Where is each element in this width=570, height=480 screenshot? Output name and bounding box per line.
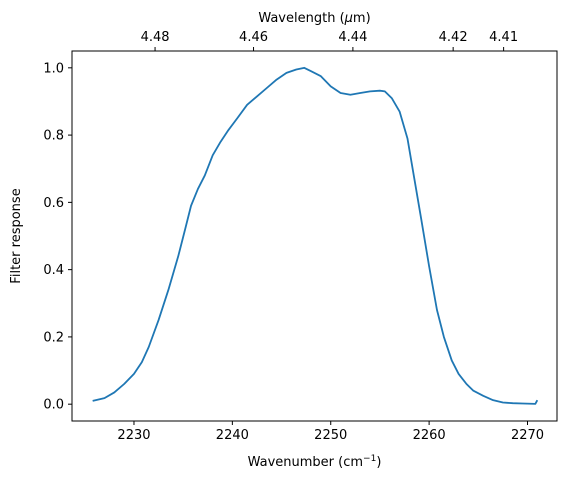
x-axis-label-close: ) (376, 455, 381, 470)
top-x-axis-label-mu: μ (344, 11, 353, 26)
y-tick-label: 0.0 (43, 398, 64, 413)
y-tick-label: 0.6 (43, 196, 64, 211)
top-x-tick-label: 4.44 (338, 30, 367, 45)
y-tick-label: 1.0 (43, 61, 64, 76)
x-tick-label: 2240 (216, 428, 249, 443)
top-x-tick-label: 4.48 (141, 30, 170, 45)
line-layer (92, 66, 539, 405)
plot-frame (71, 50, 558, 422)
top-x-tick-label: 4.41 (489, 30, 518, 45)
y-tick-label: 0.4 (43, 263, 64, 278)
y-tick-label: 0.2 (43, 330, 64, 345)
top-x-axis-label: Wavelength (μm) (258, 11, 370, 26)
ticks-layer: 2230 2240 2250 2260 2270 0.0 0.2 0.4 0.6 0.8 1.0 4.… (43, 30, 544, 443)
x-axis-label-text: Wavenumber (cm (248, 455, 363, 470)
x-tick-label: 2270 (511, 428, 544, 443)
y-tick-label: 0.8 (43, 129, 64, 144)
x-axis-label-superscript: −1 (363, 454, 376, 464)
top-x-axis-label-text: Wavelength ( (258, 11, 344, 26)
x-tick-label: 2230 (117, 428, 150, 443)
top-x-axis-label-unit: m) (353, 11, 371, 26)
y-axis-label: Filter response (9, 188, 24, 283)
top-x-tick-label: 4.42 (439, 30, 468, 45)
top-x-tick-label: 4.46 (239, 30, 268, 45)
x-axis-label: Wavenumber (cm−1) (248, 454, 382, 470)
series-line (92, 66, 539, 405)
x-tick-label: 2260 (413, 428, 446, 443)
x-tick-label: 2250 (314, 428, 347, 443)
